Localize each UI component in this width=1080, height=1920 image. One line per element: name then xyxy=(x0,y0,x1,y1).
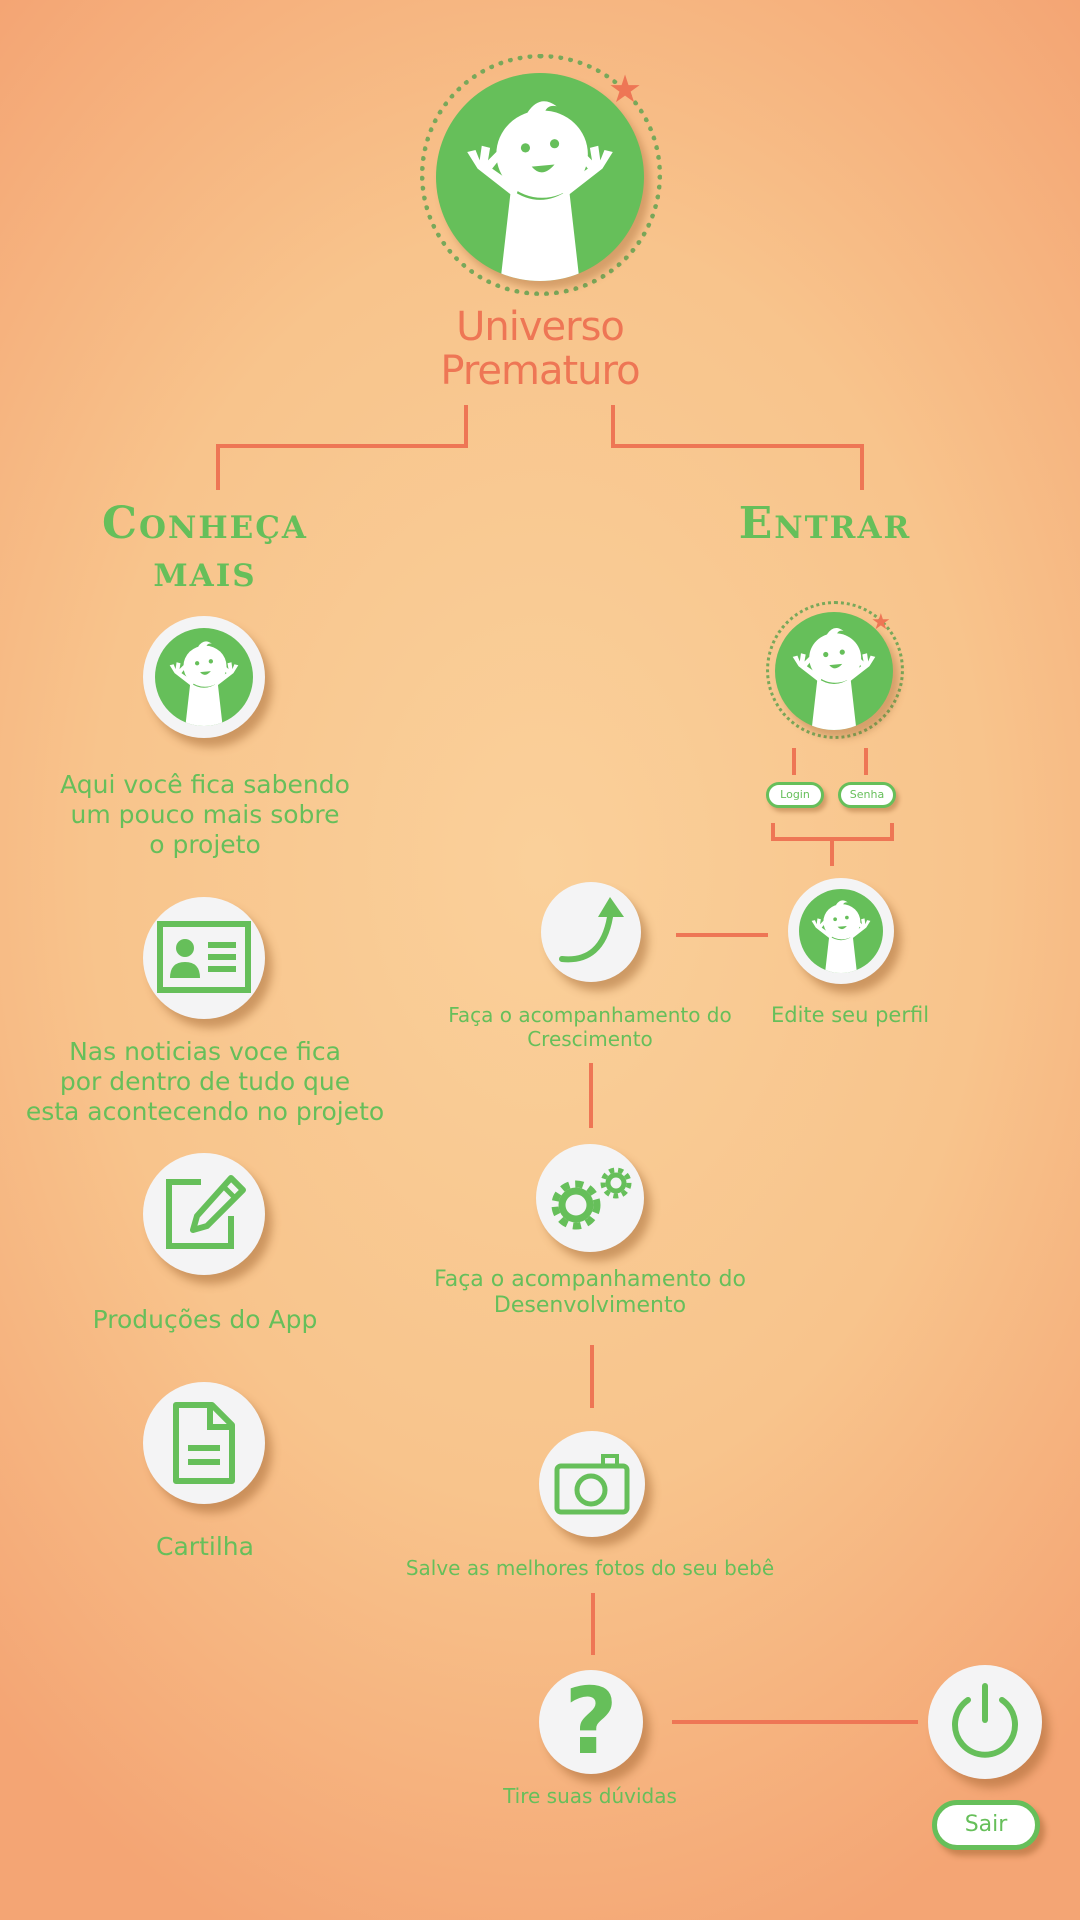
help-button[interactable]: ? xyxy=(539,1670,643,1774)
profile-badge xyxy=(799,889,883,973)
booklet-button[interactable] xyxy=(143,1382,265,1504)
password-input[interactable]: Senha xyxy=(838,782,896,808)
gears-icon xyxy=(551,1167,632,1230)
camera-icon xyxy=(554,1454,630,1515)
connector-bracket xyxy=(771,823,894,841)
photos-button[interactable] xyxy=(539,1431,645,1537)
brand-name-line2: Prematuro xyxy=(440,348,640,394)
heading-entrar[interactable]: Entrar xyxy=(738,498,912,549)
power-button[interactable] xyxy=(928,1665,1042,1779)
news-label: Nas noticias voce fica por dentro de tud… xyxy=(25,1037,385,1126)
login-input[interactable]: Login xyxy=(766,782,824,808)
productions-label: Produções do App xyxy=(92,1305,318,1334)
help-label: Tire suas dúvidas xyxy=(503,1784,677,1808)
login-logo xyxy=(766,601,904,739)
about-label: Aqui você fica sabendo um pouco mais sob… xyxy=(60,770,350,859)
photos-label: Salve as melhores fotos do seu bebê xyxy=(405,1556,775,1580)
baby-icon xyxy=(811,900,871,973)
edit-profile-button[interactable] xyxy=(788,878,894,984)
development-button[interactable] xyxy=(536,1144,644,1252)
power-icon xyxy=(952,1683,1018,1758)
growth-arrow-icon xyxy=(559,897,624,963)
baby-icon xyxy=(467,101,613,281)
baby-icon xyxy=(169,641,239,726)
main-logo xyxy=(420,54,662,296)
star-icon: ★ xyxy=(871,610,891,635)
news-card-icon xyxy=(157,921,251,993)
productions-button[interactable] xyxy=(143,1153,265,1275)
about-badge xyxy=(155,628,253,726)
login-logo-badge xyxy=(775,612,893,730)
booklet-label: Cartilha xyxy=(156,1532,254,1561)
main-logo-badge xyxy=(436,73,644,281)
about-button[interactable] xyxy=(143,616,265,738)
star-icon: ★ xyxy=(608,67,643,111)
logout-button[interactable]: Sair xyxy=(932,1800,1040,1850)
edit-icon xyxy=(166,1175,246,1249)
news-button[interactable] xyxy=(143,897,265,1019)
edit-profile-label: Edite seu perfil xyxy=(770,1003,930,1027)
baby-icon xyxy=(792,628,876,730)
connector-to-right-column xyxy=(611,405,864,490)
brand-name-line1: Universo xyxy=(456,304,625,350)
development-label: Faça o acompanhamento do Desenvolvimento xyxy=(434,1267,746,1318)
connector-to-left-column xyxy=(216,405,468,490)
growth-button[interactable] xyxy=(541,882,641,982)
growth-label: Faça o acompanhamento do Crescimento xyxy=(448,1003,732,1051)
heading-conheca-mais[interactable]: Conheça mais xyxy=(101,498,308,597)
document-icon xyxy=(173,1402,235,1484)
question-mark-icon: ? xyxy=(564,1668,618,1775)
